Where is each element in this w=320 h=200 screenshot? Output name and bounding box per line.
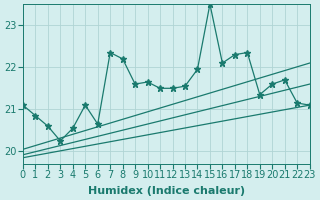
X-axis label: Humidex (Indice chaleur): Humidex (Indice chaleur) [88, 186, 245, 196]
